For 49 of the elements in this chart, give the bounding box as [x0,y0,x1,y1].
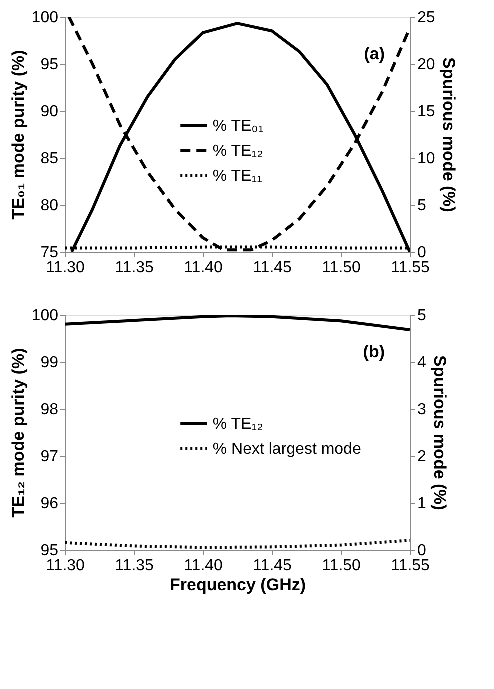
y-tick-label: 75 [40,244,59,262]
line-series [65,315,410,332]
x-tick-label: 11.35 [115,558,154,574]
y-tick-label: 97 [40,448,59,466]
y-tick-label: 90 [40,104,59,120]
y2-tick-label: 3 [418,402,426,418]
x-tick-label: 11.55 [391,260,430,276]
x-tick-label: 11.30 [46,558,86,574]
x-tick-label: 11.30 [46,260,86,276]
y-tick-label: 95 [40,56,59,74]
y-tick-label: 85 [40,150,59,168]
x-axis-title: Frequency (GHz) [170,576,306,594]
annotation: (b) [363,342,385,362]
y2-tick-label: 15 [418,104,436,120]
x-tick-label: 11.50 [322,260,362,276]
x-tick-label: 11.35 [115,260,154,276]
y2-axis-title: Spurious mode (%) [430,356,450,510]
y2-tick-label: 1 [418,496,426,512]
legend-label: % TE₀₁ [212,118,264,135]
y-axis-title: TE₁₂ mode purity (%) [8,348,28,518]
y-tick-label: 98 [40,402,59,418]
y-tick-label: 95 [40,542,59,560]
y-tick-label: 80 [40,198,59,214]
y2-tick-label: 5 [418,308,426,324]
legend-label: % Next largest mode [212,441,362,458]
y2-tick-label: 4 [418,354,426,372]
legend-label: % TE₁₂ [212,416,264,433]
y2-tick-label: 20 [418,56,436,74]
y-tick-label: 99 [40,354,59,372]
x-tick-label: 11.55 [391,558,430,574]
y-tick-label: 100 [32,308,59,324]
legend-label: % TE₁₂ [212,143,264,160]
y-tick-label: 96 [40,496,59,512]
y2-tick-label: 0 [418,542,426,560]
x-tick-label: 11.45 [253,260,292,276]
y2-tick-label: 25 [418,10,436,26]
annotation: (a) [364,44,385,64]
y2-tick-label: 10 [418,150,436,168]
y2-tick-label: 0 [418,244,426,262]
y2-tick-label: 2 [418,448,426,466]
y-tick-label: 100 [32,10,59,26]
x-tick-label: 11.40 [184,558,224,574]
x-tick-label: 11.40 [184,260,224,276]
x-tick-label: 11.45 [253,558,292,574]
y2-tick-label: 5 [418,198,426,214]
y-axis-title: TE₀₁ mode purity (%) [8,50,28,220]
x-tick-label: 11.50 [322,558,362,574]
legend-label: % TE₁₁ [212,168,262,185]
y2-axis-title: Spurious mode (%) [439,58,458,212]
